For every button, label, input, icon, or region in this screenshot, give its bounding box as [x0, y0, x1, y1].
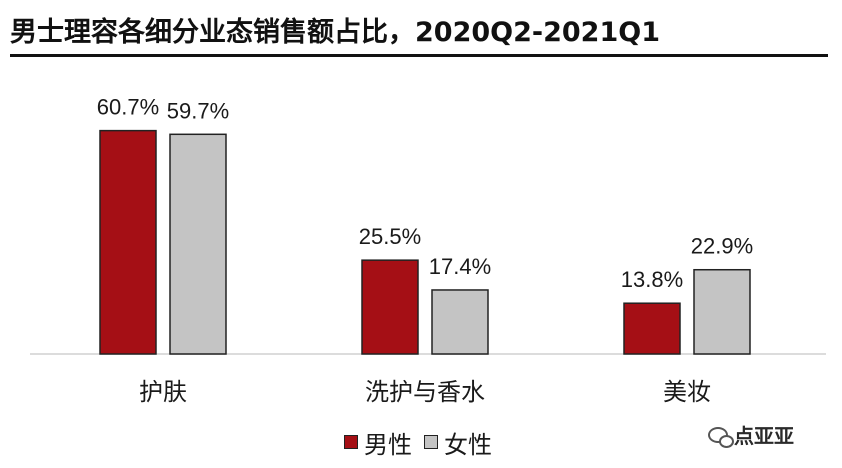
data-label-female-0: 59.7%	[167, 98, 229, 123]
x-tick-label-2: 美妆	[663, 378, 711, 406]
legend-item-female: 女性	[424, 425, 492, 460]
x-tick-label-0: 护肤	[139, 378, 187, 406]
data-label-male-1: 25.5%	[359, 224, 421, 249]
chart-legend: 男性 女性	[344, 426, 492, 458]
bar-female-2	[694, 270, 750, 354]
bar-male-1	[362, 260, 418, 354]
bar-male-0	[100, 131, 156, 354]
data-label-female-1: 17.4%	[429, 254, 491, 279]
data-label-male-0: 60.7%	[97, 95, 159, 120]
watermark: 点亚亚	[708, 420, 794, 449]
data-label-male-2: 13.8%	[621, 267, 683, 292]
legend-label-female: 女性	[444, 425, 492, 460]
legend-swatch-male	[344, 435, 358, 449]
x-tick-label-1: 洗护与香水	[365, 378, 485, 406]
bar-female-1	[432, 290, 488, 354]
bar-male-2	[624, 303, 680, 354]
watermark-text: 点亚亚	[734, 420, 794, 449]
bar-chart: 60.7% 59.7% 护肤 25.5% 17.4% 洗护与香水 13.8% 22.9% 美妆	[0, 0, 842, 420]
bar-female-0	[170, 134, 226, 354]
legend-label-male: 男性	[364, 425, 412, 460]
legend-item-male: 男性	[344, 425, 412, 460]
wechat-icon	[708, 427, 728, 443]
data-label-female-2: 22.9%	[691, 234, 753, 259]
legend-swatch-female	[424, 435, 438, 449]
